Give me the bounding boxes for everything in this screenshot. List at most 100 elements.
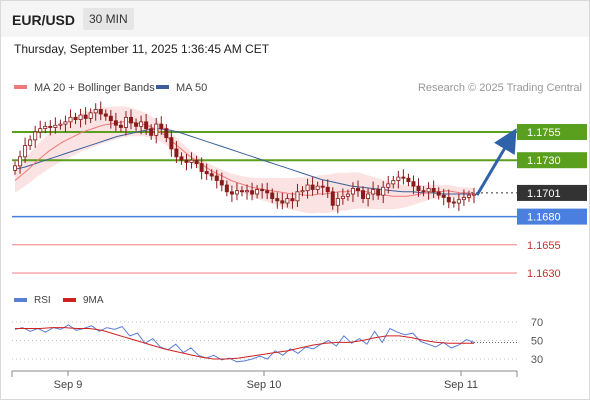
timeframe-button[interactable]: 30 MIN bbox=[83, 8, 134, 30]
candle-body bbox=[290, 198, 295, 202]
rsi-ma-legend-swatch bbox=[63, 298, 76, 302]
candle-body bbox=[376, 189, 381, 196]
candle-body bbox=[83, 114, 88, 119]
rsi-tick-50: 50 bbox=[531, 336, 543, 348]
candle-body bbox=[381, 186, 386, 196]
candle-body bbox=[340, 195, 345, 199]
candle-body bbox=[260, 189, 265, 192]
candle-body bbox=[184, 159, 189, 163]
level-tag-1.1701 bbox=[517, 184, 587, 201]
candle-body bbox=[134, 122, 139, 127]
candle-body bbox=[229, 191, 234, 195]
candle-body bbox=[88, 112, 93, 119]
candle-body bbox=[250, 190, 255, 195]
ma20-line bbox=[14, 121, 475, 197]
candle-body bbox=[189, 159, 194, 163]
rsi-tick-70: 70 bbox=[531, 317, 543, 329]
candle-body bbox=[300, 190, 305, 193]
candle-body bbox=[441, 194, 446, 198]
candle-body bbox=[48, 125, 53, 128]
candle-body bbox=[406, 177, 411, 183]
rsi-legend-swatch bbox=[14, 298, 27, 302]
candle-body bbox=[411, 181, 416, 187]
candle-body bbox=[113, 120, 118, 126]
level-tag-1.1730 bbox=[517, 152, 587, 169]
candle-body bbox=[416, 185, 421, 192]
candle-body bbox=[169, 137, 174, 150]
candle-body bbox=[366, 193, 371, 199]
legend-ma50-label: MA 50 bbox=[176, 82, 207, 94]
candle-body bbox=[335, 198, 340, 206]
candle-body bbox=[270, 192, 275, 199]
candle-body bbox=[295, 191, 300, 202]
legend-ma20-label: MA 20 + Bollinger Bands bbox=[34, 82, 155, 94]
candle-body bbox=[219, 180, 224, 186]
credit-text: Research © 2025 Trading Central bbox=[418, 82, 582, 94]
candle-body bbox=[78, 114, 83, 120]
candle-body bbox=[285, 198, 290, 204]
header-bar: EUR/USD 30 MIN bbox=[1, 1, 589, 37]
candle-body bbox=[330, 191, 335, 206]
x-tick-label: Sep 10 bbox=[247, 379, 282, 391]
candle-body bbox=[108, 115, 113, 122]
candle-body bbox=[139, 121, 144, 127]
candle-body bbox=[68, 116, 73, 123]
candle-body bbox=[325, 186, 330, 193]
candle-body bbox=[73, 116, 78, 120]
candle-body bbox=[38, 128, 43, 133]
level-label-1.1630: 1.1630 bbox=[527, 268, 561, 280]
candle-body bbox=[174, 148, 179, 158]
candle-body bbox=[28, 139, 33, 146]
candle-body bbox=[224, 184, 229, 193]
level-label-1.1680: 1.1680 bbox=[527, 212, 561, 224]
candle-body bbox=[154, 123, 159, 136]
candle-body bbox=[164, 128, 169, 139]
level-label-1.1655: 1.1655 bbox=[527, 240, 561, 252]
candle-body bbox=[310, 184, 315, 190]
candle-body bbox=[371, 189, 376, 195]
candle-body bbox=[159, 123, 164, 130]
candle-body bbox=[451, 201, 456, 204]
candle-body bbox=[355, 187, 360, 192]
candle-body bbox=[179, 156, 184, 161]
level-tag-1.1680 bbox=[517, 208, 587, 225]
candle-body bbox=[421, 190, 426, 193]
candle-body bbox=[361, 190, 366, 199]
level-label-1.1755: 1.1755 bbox=[527, 127, 561, 139]
legend-rsi-ma-label: 9MA bbox=[83, 295, 104, 306]
candle-body bbox=[350, 187, 355, 195]
candle-body bbox=[239, 190, 244, 193]
timestamp: Thursday, September 11, 2025 1:36:45 AM … bbox=[14, 42, 270, 56]
candle-body bbox=[466, 194, 471, 198]
candle-body bbox=[426, 187, 431, 193]
candle-body bbox=[103, 113, 108, 117]
candle-body bbox=[401, 176, 406, 179]
candle-body bbox=[93, 109, 98, 114]
candle-body bbox=[320, 185, 325, 188]
candle-body bbox=[98, 109, 103, 115]
symbol-label: EUR/USD bbox=[12, 12, 76, 28]
candle-body bbox=[234, 190, 239, 195]
candle-body bbox=[144, 121, 149, 130]
candle-body bbox=[33, 131, 38, 141]
candle-body bbox=[386, 183, 391, 188]
candle-body bbox=[129, 116, 134, 124]
rsi-ma-line bbox=[15, 327, 474, 360]
forecast-arrow bbox=[475, 128, 517, 196]
candle-body bbox=[199, 163, 204, 172]
level-label-1.1701: 1.1701 bbox=[527, 188, 561, 200]
candle-body bbox=[214, 175, 219, 181]
candle-body bbox=[456, 199, 461, 204]
level-tag-1.1755 bbox=[517, 124, 587, 140]
candle-body bbox=[396, 176, 401, 181]
candle-body bbox=[53, 124, 58, 128]
candle-body bbox=[431, 187, 436, 193]
ma20-legend-swatch bbox=[14, 85, 27, 89]
candle-body bbox=[461, 197, 466, 201]
ma50-line bbox=[14, 128, 474, 195]
candle-body bbox=[118, 124, 123, 128]
candle-body bbox=[305, 184, 310, 192]
level-label-1.1730: 1.1730 bbox=[527, 155, 561, 167]
candle-body bbox=[391, 180, 396, 185]
